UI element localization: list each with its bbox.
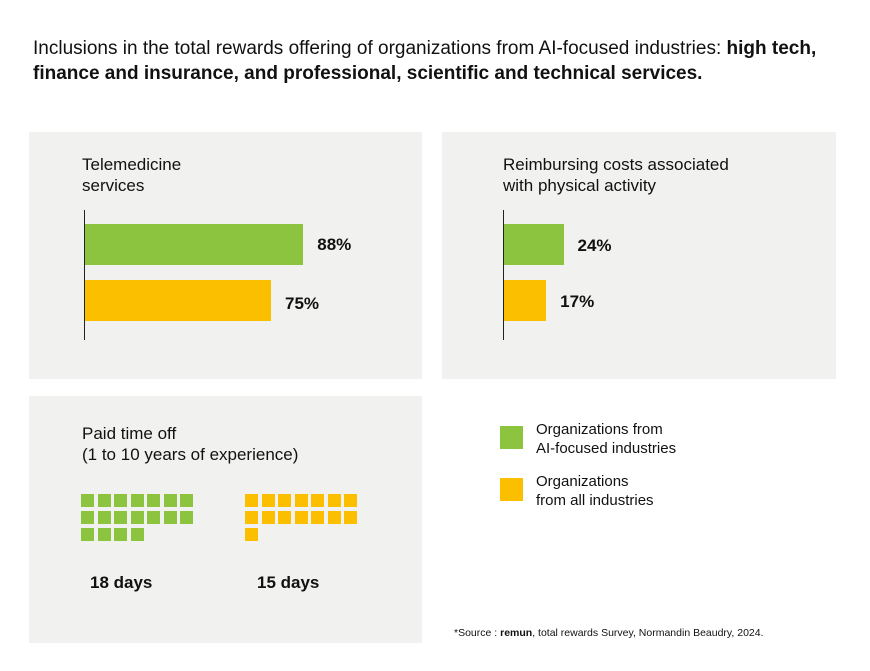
legend-swatch-ai	[500, 426, 523, 449]
day-square	[114, 528, 127, 541]
telemedicine-panel: Telemedicine services 88% 75%	[29, 132, 422, 379]
day-square	[180, 494, 193, 507]
source-brand: remun	[500, 627, 532, 639]
day-square	[245, 528, 258, 541]
paid-time-off-panel: Paid time off (1 to 10 years of experien…	[29, 396, 422, 643]
day-square	[98, 528, 111, 541]
day-square	[180, 511, 193, 524]
day-square	[328, 511, 341, 524]
physical-activity-panel: Reimbursing costs associated with physic…	[442, 132, 836, 379]
days-label-ai: 18 days	[90, 573, 152, 593]
paid-time-off-title: Paid time off (1 to 10 years of experien…	[82, 423, 298, 465]
physical-activity-bar-ai	[504, 224, 564, 265]
day-square	[147, 494, 160, 507]
source-note: *Source : remun, total rewards Survey, N…	[454, 627, 764, 639]
telemedicine-value-all: 75%	[285, 294, 319, 314]
day-square	[131, 511, 144, 524]
day-square	[328, 494, 341, 507]
day-square	[245, 494, 258, 507]
day-square	[311, 511, 324, 524]
day-square	[311, 494, 324, 507]
day-square	[262, 494, 275, 507]
day-square	[278, 511, 291, 524]
day-square	[81, 528, 94, 541]
telemedicine-value-ai: 88%	[317, 235, 351, 255]
page-title: Inclusions in the total rewards offering…	[33, 36, 833, 86]
day-square	[262, 511, 275, 524]
day-square	[245, 511, 258, 524]
telemedicine-title: Telemedicine services	[82, 154, 181, 196]
day-square	[98, 494, 111, 507]
legend-label-all: Organizations from all industries	[536, 472, 654, 510]
day-square	[131, 528, 144, 541]
telemedicine-bar-ai	[85, 224, 303, 265]
day-square	[164, 494, 177, 507]
day-square	[295, 511, 308, 524]
physical-activity-bar-all	[504, 280, 546, 321]
source-prefix: *Source :	[454, 627, 500, 639]
day-square	[147, 511, 160, 524]
day-square	[98, 511, 111, 524]
source-rest: , total rewards Survey, Normandin Beaudr…	[532, 627, 763, 639]
day-square	[278, 494, 291, 507]
physical-activity-title: Reimbursing costs associated with physic…	[503, 154, 729, 196]
title-plain: Inclusions in the total rewards offering…	[33, 38, 727, 59]
day-square	[81, 494, 94, 507]
legend-swatch-all	[500, 478, 523, 501]
legend-label-ai: Organizations from AI-focused industries	[536, 420, 676, 458]
telemedicine-bar-all	[85, 280, 271, 321]
day-square	[114, 494, 127, 507]
day-square	[344, 494, 357, 507]
day-square	[344, 511, 357, 524]
physical-activity-value-all: 17%	[560, 292, 594, 312]
day-square	[164, 511, 177, 524]
day-square	[114, 511, 127, 524]
physical-activity-value-ai: 24%	[578, 236, 612, 256]
day-square	[295, 494, 308, 507]
day-square	[81, 511, 94, 524]
day-square	[131, 494, 144, 507]
days-label-all: 15 days	[257, 573, 319, 593]
